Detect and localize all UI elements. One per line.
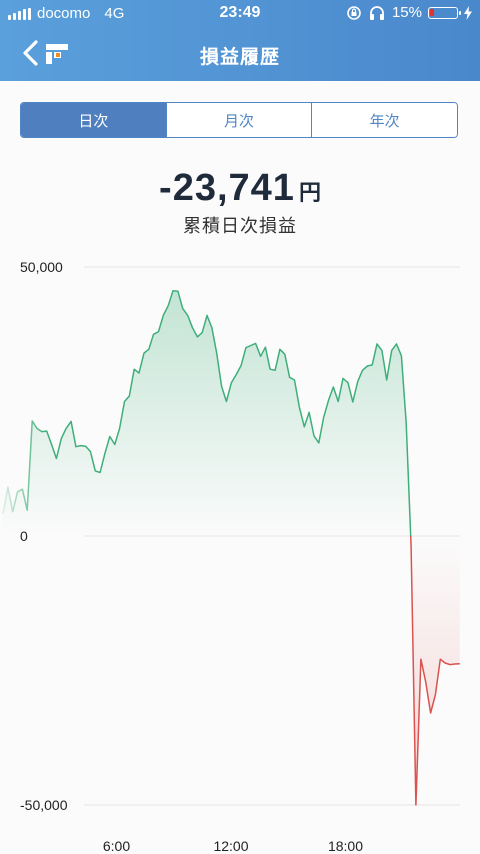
- y-tick-label: 50,000: [20, 259, 63, 275]
- y-tick-label: 0: [20, 528, 28, 544]
- y-tick-label: -50,000: [20, 797, 68, 813]
- back-chevron-icon[interactable]: [18, 38, 46, 68]
- pnl-unit: 円: [298, 180, 321, 205]
- battery-percent: 15%: [391, 4, 422, 21]
- pnl-summary: -23,741 円 累積日次損益: [0, 167, 480, 238]
- carrier-name: docomo: [37, 5, 91, 22]
- pnl-caption: 累積日次損益: [183, 216, 297, 236]
- x-tick-label: 6:00: [103, 838, 130, 854]
- positive-area: [3, 290, 411, 536]
- nav-bar: 損益履歴: [0, 28, 480, 80]
- x-tick-label: 18:00: [328, 838, 363, 854]
- tab-yearly[interactable]: 年次: [311, 103, 457, 137]
- app-header: docomo 4G 23:49 15%: [0, 0, 480, 81]
- status-time: 23:49: [219, 4, 261, 21]
- status-right: 15%: [346, 4, 472, 21]
- x-tick-label: 12:00: [213, 838, 248, 854]
- carrier-info: docomo 4G: [8, 5, 124, 22]
- battery-icon: [428, 6, 461, 19]
- page-title: 損益履歴: [199, 47, 280, 68]
- charging-icon: [464, 5, 472, 20]
- negative-series-line: [409, 535, 460, 806]
- negative-area: [410, 536, 460, 805]
- pnl-chart: 50,000 0 -50,000 6:00 12:00 18:00: [2, 259, 460, 854]
- app-logo-icon: [46, 44, 68, 64]
- period-tabs: 日次 月次 年次: [20, 102, 458, 138]
- headphones-icon: [369, 5, 384, 20]
- tab-monthly[interactable]: 月次: [165, 103, 312, 137]
- tab-daily[interactable]: 日次: [21, 103, 166, 137]
- content-area: 日次 月次 年次 -23,741 円 累積日次損益 50,000 0-: [0, 81, 480, 854]
- signal-icon: [8, 7, 31, 20]
- network-type: 4G: [104, 5, 125, 22]
- pnl-amount: -23,741: [159, 167, 295, 209]
- status-bar: docomo 4G 23:49 15%: [0, 0, 480, 28]
- rotation-lock-icon: [347, 5, 361, 20]
- positive-series-line: [2, 289, 412, 537]
